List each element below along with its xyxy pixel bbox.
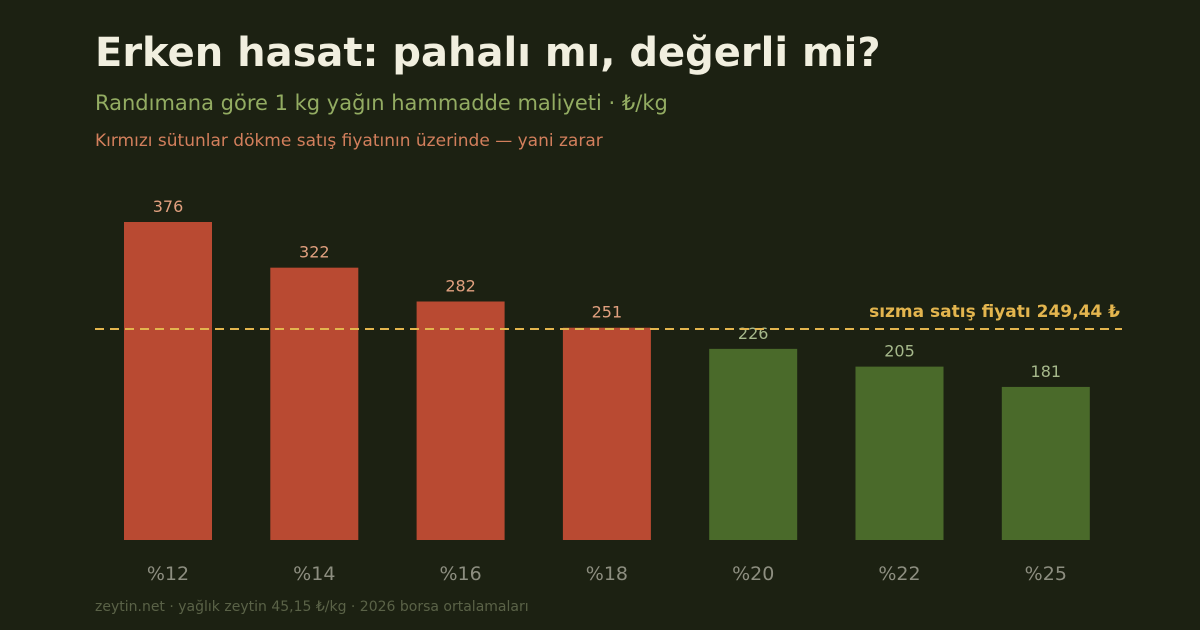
category-label-1: %14	[293, 563, 335, 585]
bar-6	[1001, 386, 1090, 540]
bar-value-label-6: 181	[1031, 362, 1062, 381]
category-label-0: %12	[147, 563, 189, 585]
reference-line-label: sızma satış fiyatı 249,44 ₺	[869, 302, 1120, 322]
bar-1	[270, 267, 359, 540]
chart-footer-source: zeytin.net · yağlık zeytin 45,15 ₺/kg · …	[95, 599, 529, 615]
bar-4	[709, 348, 798, 540]
category-label-2: %16	[439, 563, 481, 585]
category-label-3: %18	[586, 563, 628, 585]
category-label-5: %22	[878, 563, 920, 585]
bar-value-label-0: 376	[153, 197, 184, 216]
bar-3	[562, 327, 651, 540]
bar-value-label-5: 205	[884, 342, 915, 361]
chart-subtitle: Randımana göre 1 kg yağın hammadde maliy…	[95, 91, 668, 115]
bar-5	[855, 366, 944, 540]
bar-value-label-4: 226	[738, 324, 769, 343]
chart-title: Erken hasat: pahalı mı, değerli mi?	[95, 30, 881, 76]
bar-value-label-3: 251	[592, 303, 623, 322]
bar-0	[124, 222, 212, 540]
bar-value-label-1: 322	[299, 243, 330, 262]
bar-value-label-2: 282	[445, 277, 476, 296]
chart-note: Kırmızı sütunlar dökme satış fiyatının ü…	[95, 131, 603, 151]
bar-2	[416, 301, 505, 540]
category-label-6: %25	[1025, 563, 1067, 585]
category-label-4: %20	[732, 563, 774, 585]
